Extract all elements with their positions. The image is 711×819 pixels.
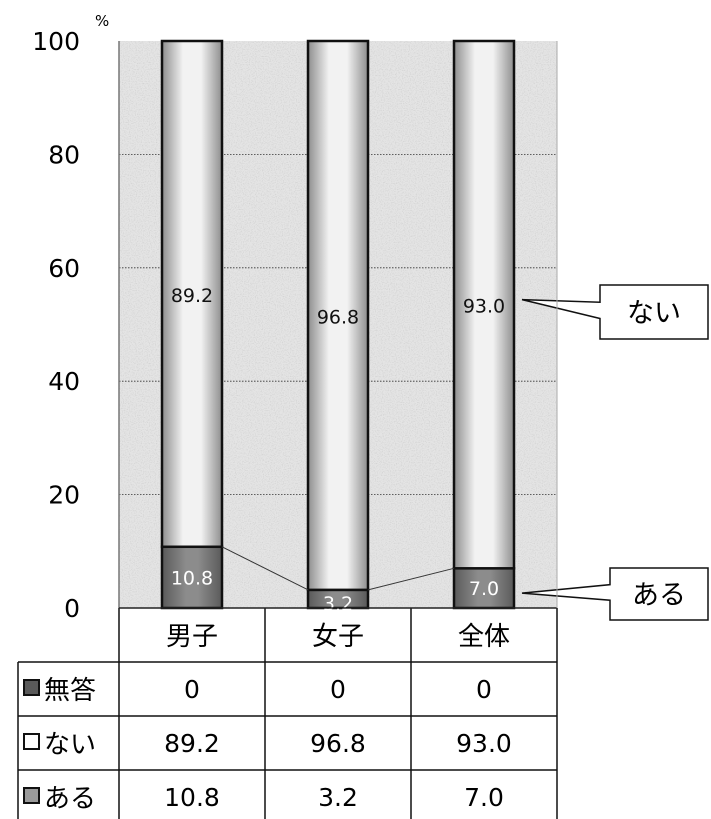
- table-cell: 89.2: [164, 729, 220, 758]
- category-label: 男子: [166, 622, 218, 652]
- y-tick-label: 20: [48, 481, 80, 510]
- table-cell: 96.8: [310, 729, 366, 758]
- y-axis-ticks: 0 20 40 60 80 100: [32, 27, 80, 623]
- data-label-nai: 93.0: [463, 296, 505, 318]
- bar-segment-nai: [160, 39, 224, 549]
- y-tick-label: 0: [64, 594, 80, 623]
- data-label-nai: 96.8: [317, 306, 359, 328]
- callout-box: [521, 284, 709, 340]
- table-cell: 0: [330, 675, 346, 704]
- table-cell: 0: [184, 675, 200, 704]
- legend-key: [23, 679, 40, 696]
- y-tick-label: 40: [48, 367, 80, 396]
- data-label-aru: 3.2: [323, 593, 353, 615]
- table-row-label: 無答: [44, 676, 96, 706]
- data-label-aru: 7.0: [469, 578, 499, 600]
- table-row-label: ない: [44, 730, 96, 760]
- bars: [160, 39, 516, 610]
- table-row-label: ある: [44, 784, 96, 814]
- series-line-aru: [367, 567, 455, 591]
- table-cell: 3.2: [318, 783, 358, 812]
- bar-segment-nai: [452, 39, 516, 570]
- legend-key: [23, 733, 40, 750]
- data-label-aru: 10.8: [171, 567, 213, 589]
- data-labels: 89.2 10.8 96.8 3.2 93.0 7.0: [171, 285, 505, 615]
- table-cell: 0: [476, 675, 492, 704]
- category-label: 全体: [458, 622, 510, 652]
- table-cell: 7.0: [464, 783, 504, 812]
- callout-label: ある: [632, 580, 686, 611]
- y-tick-label: 80: [48, 140, 80, 169]
- category-label: 女子: [312, 622, 364, 652]
- y-tick-label: 100: [32, 27, 80, 56]
- callout-label: ない: [627, 298, 681, 329]
- table-cell: 93.0: [456, 729, 512, 758]
- bar-segment-nai: [306, 39, 370, 592]
- series-connectors: [221, 546, 455, 591]
- data-label-nai: 89.2: [171, 285, 213, 307]
- y-tick-label: 60: [48, 254, 80, 283]
- legend-key: [23, 787, 40, 804]
- table-cell: 10.8: [164, 783, 220, 812]
- series-line-aru: [221, 546, 309, 591]
- callout-box: [521, 567, 709, 621]
- y-unit-label: %: [95, 12, 109, 30]
